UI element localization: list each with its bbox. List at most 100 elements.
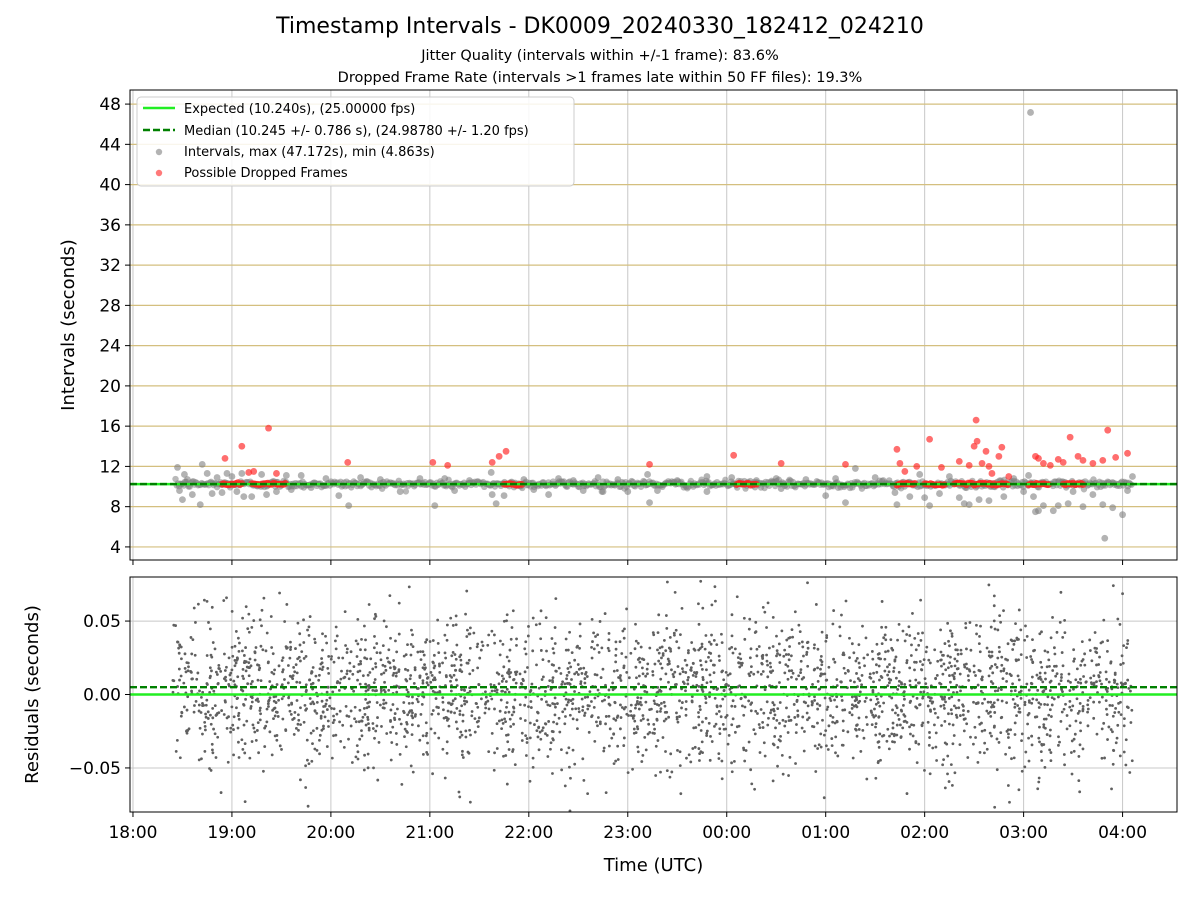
residual-point	[681, 670, 685, 674]
residual-point	[919, 690, 923, 694]
residual-point	[969, 735, 972, 739]
residual-point	[1069, 708, 1073, 712]
residual-point	[480, 697, 483, 701]
residual-point	[874, 733, 878, 737]
residual-point	[1042, 717, 1046, 721]
residual-point	[237, 649, 241, 653]
residual-point	[308, 678, 312, 682]
residual-point	[433, 678, 437, 682]
residual-point	[935, 673, 939, 677]
residual-point	[717, 654, 721, 658]
residual-point	[322, 705, 326, 708]
residual-point	[528, 779, 532, 783]
dropped-frame-point	[238, 442, 246, 450]
residual-point	[894, 676, 898, 680]
residual-point	[267, 705, 270, 708]
residual-point	[288, 674, 292, 678]
residual-point	[645, 667, 649, 671]
residual-point	[742, 746, 745, 750]
interval-point	[500, 492, 508, 499]
residual-point	[296, 657, 300, 661]
residual-point	[421, 691, 425, 694]
residual-point	[948, 674, 951, 677]
residual-point	[1126, 639, 1130, 642]
residual-point	[1064, 702, 1067, 706]
residual-point	[328, 704, 331, 708]
residual-point	[518, 672, 522, 676]
residual-point	[573, 690, 576, 693]
residual-point	[1078, 743, 1082, 747]
residual-point	[1013, 702, 1017, 706]
residual-point	[411, 695, 414, 699]
interval-point	[218, 489, 226, 496]
residual-point	[503, 717, 506, 721]
residual-point	[996, 689, 1000, 693]
residual-point	[364, 723, 368, 727]
residual-point	[700, 667, 704, 671]
residual-point	[206, 710, 210, 714]
residual-point	[713, 585, 717, 589]
residual-point	[490, 629, 494, 633]
residual-point	[1116, 686, 1120, 690]
residual-point	[1092, 683, 1096, 687]
residual-point	[366, 684, 370, 688]
residual-point	[287, 664, 290, 667]
residual-point	[356, 678, 359, 682]
residual-point	[523, 719, 527, 722]
residual-point	[523, 703, 527, 707]
residual-point	[433, 731, 437, 735]
interval-point	[921, 494, 929, 502]
residual-point	[718, 659, 721, 662]
residual-point	[504, 754, 508, 757]
residual-point	[860, 683, 863, 687]
residual-point	[1000, 655, 1004, 659]
residual-point	[651, 673, 655, 677]
residual-point	[955, 667, 959, 671]
residual-point	[618, 727, 622, 731]
x-tick-label: 21:00	[405, 823, 454, 843]
residual-point	[273, 734, 277, 738]
residual-point	[795, 723, 798, 726]
residual-point	[914, 705, 918, 709]
residual-point	[593, 739, 597, 743]
residual-point	[571, 748, 575, 752]
residual-point	[903, 714, 907, 718]
residual-point	[779, 739, 782, 743]
legend-median-label: Median (10.245 +/- 0.786 s), (24.98780 +…	[184, 124, 529, 139]
residual-point	[607, 688, 611, 692]
residual-point	[504, 720, 507, 724]
residual-point	[708, 673, 712, 677]
residual-point	[284, 645, 288, 649]
residual-point	[503, 690, 507, 694]
residual-point	[363, 648, 367, 652]
residual-point	[1068, 689, 1072, 692]
interval-point	[893, 501, 901, 509]
residual-point	[639, 719, 643, 722]
residual-point	[901, 629, 905, 633]
residual-point	[270, 670, 274, 674]
residual-point	[676, 665, 680, 668]
residual-point	[561, 680, 564, 684]
residual-point	[461, 719, 465, 723]
residual-point	[1092, 674, 1096, 678]
residual-point	[627, 676, 631, 680]
residual-point	[979, 689, 983, 693]
residual-point	[1020, 732, 1024, 736]
residual-point	[1058, 740, 1061, 744]
residual-point	[438, 671, 442, 674]
interval-point	[466, 477, 473, 484]
residual-point	[468, 672, 472, 676]
residual-point	[1077, 755, 1081, 758]
residual-point	[465, 661, 469, 665]
residual-point	[554, 669, 558, 673]
top-y-tick-label: 8	[110, 498, 121, 518]
residual-point	[813, 643, 816, 647]
residual-point	[604, 715, 608, 718]
residual-point	[662, 639, 666, 642]
interval-point	[1101, 534, 1109, 542]
residual-point	[1060, 651, 1064, 654]
residual-point	[929, 709, 933, 713]
residual-point	[701, 678, 705, 681]
residual-point	[459, 653, 463, 657]
residual-point	[775, 634, 778, 638]
